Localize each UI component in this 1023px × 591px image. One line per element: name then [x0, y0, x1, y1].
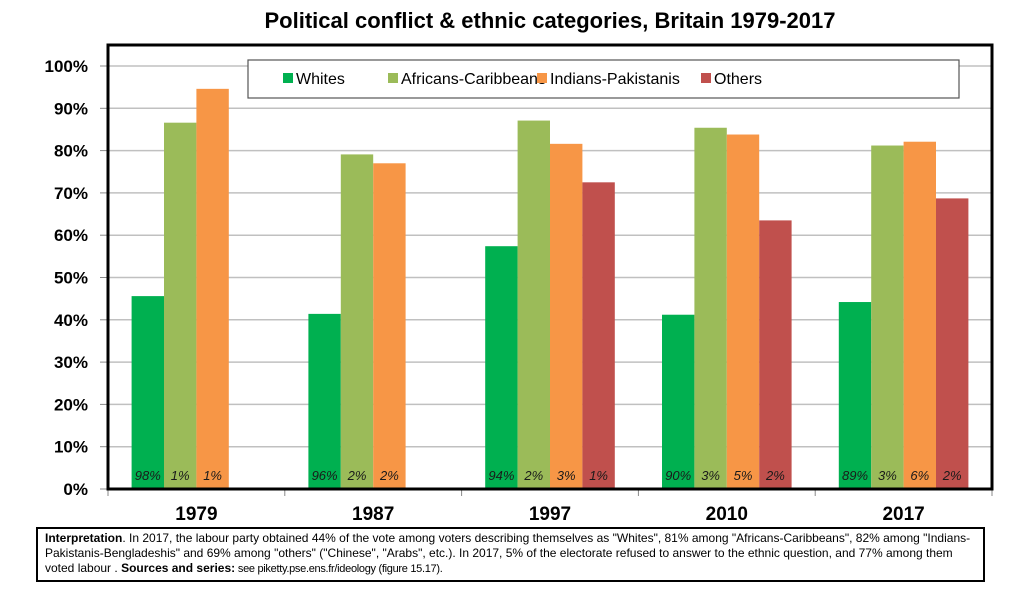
legend-swatch	[701, 73, 711, 83]
share-label: 3%	[878, 468, 897, 483]
y-tick-label: 10%	[54, 438, 88, 457]
bar-whites-1979	[131, 296, 164, 489]
bars	[131, 88, 969, 490]
bar-africans-caribbeans-1997	[517, 120, 550, 489]
share-label: 90%	[665, 468, 691, 483]
x-tick-label: 1987	[352, 504, 394, 525]
interpretation-note: Interpretation. In 2017, the labour part…	[36, 527, 985, 582]
x-tick-label: 2017	[882, 504, 924, 525]
share-label: 5%	[734, 468, 753, 483]
bar-whites-1997	[485, 246, 518, 489]
y-tick-label: 40%	[54, 311, 88, 330]
legend-box	[247, 59, 960, 99]
data-labels: 98% 96% 94% 90% 89% 1% 2% 2% 3% 3% 1% 2% 3% 5% 6% 1% 2% 2…	[135, 468, 962, 483]
x-tick-label: 2010	[706, 504, 748, 525]
y-axis: 0% 10% 20% 30% 40% 50% 60% 70% 80% 90% 100%	[45, 57, 108, 499]
share-label: 96%	[312, 468, 338, 483]
y-tick-label: 60%	[54, 226, 88, 245]
share-label: 98%	[135, 468, 161, 483]
share-label: 6%	[910, 468, 929, 483]
bar-others-2017	[936, 198, 969, 490]
legend: Whites Africans-Caribbeans Indians-Pakista…	[247, 59, 960, 99]
y-tick-label: 80%	[54, 142, 88, 161]
interpretation-label: Interpretation	[45, 531, 123, 545]
bar-whites-2010	[662, 314, 695, 489]
bar-others-2010	[759, 220, 792, 489]
interpretation-text: . In 2017, the labour party obtained 44%…	[45, 531, 971, 575]
bar-africans-caribbeans-1979	[164, 122, 197, 489]
chart-title: Political conflict & ethnic categories, …	[264, 8, 836, 33]
x-tick-label: 1979	[175, 504, 217, 525]
share-label: 1%	[203, 468, 222, 483]
share-label: 2%	[347, 468, 367, 483]
plot-frame	[106, 43, 994, 491]
share-label: 2%	[379, 468, 399, 483]
share-label: 2%	[942, 468, 962, 483]
bar-africans-caribbeans-1987	[340, 154, 374, 490]
sources-text: see piketty.pse.ens.fr/ideology (figure …	[235, 563, 443, 575]
bar-indians-pakistanis-1997	[550, 143, 583, 489]
bar-africans-caribbeans-2010	[694, 127, 727, 490]
legend-swatch	[388, 73, 398, 83]
y-tick-label: 30%	[54, 353, 88, 372]
bar-whites-2017	[838, 302, 872, 489]
legend-item: Africans-Caribbeans	[388, 71, 546, 88]
legend-label: Whites	[296, 71, 345, 88]
legend-swatch	[537, 73, 547, 83]
share-label: 1%	[171, 468, 190, 483]
bar-indians-pakistanis-2017	[903, 141, 936, 490]
bar-africans-caribbeans-2017	[871, 145, 904, 490]
legend-label: Others	[714, 71, 762, 88]
share-label: 3%	[557, 468, 576, 483]
share-label: 2%	[765, 468, 785, 483]
legend-label: Indians-Pakistanis	[550, 71, 680, 88]
y-tick-label: 50%	[54, 269, 88, 288]
bar-indians-pakistanis-1987	[373, 163, 406, 490]
bar-whites-1987	[308, 313, 341, 489]
x-tick-label: 1997	[529, 504, 571, 525]
bar-indians-pakistanis-2010	[726, 134, 760, 489]
share-label: 1%	[589, 468, 608, 483]
sources-label: Sources and series:	[121, 561, 236, 575]
legend-item: Others	[701, 71, 762, 88]
x-axis: 1979 1987 1997 2010 2017	[107, 489, 993, 525]
y-tick-label: 70%	[54, 184, 88, 203]
share-label: 89%	[842, 468, 868, 483]
y-tick-label: 100%	[45, 57, 88, 76]
bar-others-1997	[582, 182, 615, 489]
share-label: 94%	[488, 468, 514, 483]
legend-item: Whites	[283, 71, 345, 88]
legend-item: Indians-Pakistanis	[537, 71, 680, 88]
y-tick-label: 20%	[54, 395, 88, 414]
legend-label: Africans-Caribbeans	[401, 71, 546, 88]
legend-swatch	[283, 73, 293, 83]
y-tick-label: 0%	[63, 480, 88, 499]
share-label: 3%	[701, 468, 720, 483]
y-tick-label: 90%	[54, 99, 88, 118]
bar-indians-pakistanis-1979	[196, 88, 229, 489]
share-label: 2%	[523, 468, 543, 483]
